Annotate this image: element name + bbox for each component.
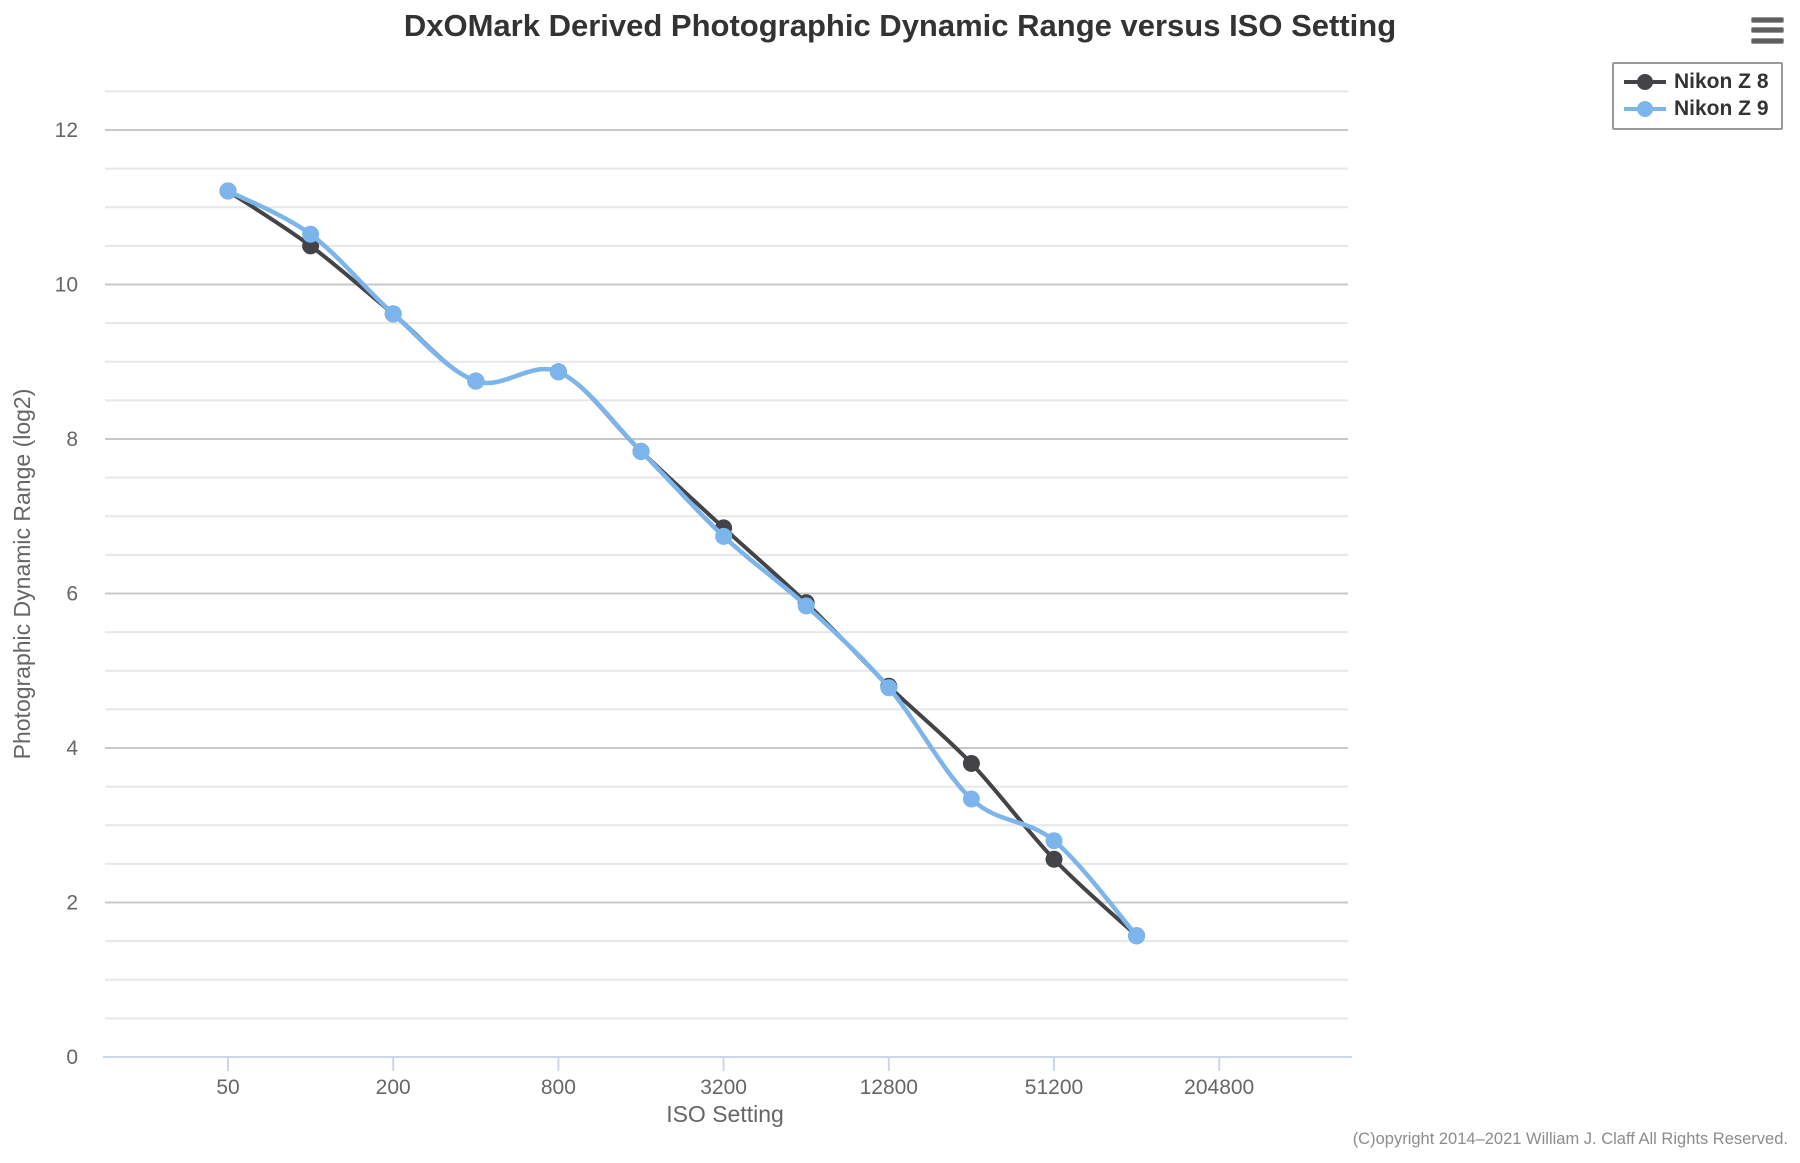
marker-nikon-z-9[interactable] bbox=[219, 182, 237, 200]
marker-nikon-z-9[interactable] bbox=[549, 363, 567, 381]
legend-line-dot-icon bbox=[1624, 73, 1666, 90]
hamburger-icon bbox=[1751, 16, 1784, 23]
marker-nikon-z-8[interactable] bbox=[1045, 850, 1063, 868]
hamburger-icon bbox=[1751, 27, 1784, 33]
x-tick-label: 51200 bbox=[1025, 1076, 1083, 1099]
marker-nikon-z-9[interactable] bbox=[715, 527, 733, 545]
chart-title: DxOMark Derived Photographic Dynamic Ran… bbox=[403, 8, 1397, 43]
x-tick-label: 50 bbox=[216, 1076, 239, 1099]
x-tick-label: 204800 bbox=[1184, 1076, 1254, 1099]
legend-label-nikon-z-9: Nikon Z 9 bbox=[1674, 96, 1769, 120]
y-tick-label: 8 bbox=[66, 428, 78, 451]
marker-nikon-z-9[interactable] bbox=[797, 597, 815, 615]
marker-nikon-z-9[interactable] bbox=[1128, 927, 1146, 945]
marker-nikon-z-9[interactable] bbox=[302, 225, 320, 243]
x-tick-label: 800 bbox=[541, 1076, 576, 1099]
legend-label-nikon-z-8: Nikon Z 8 bbox=[1674, 69, 1769, 93]
y-tick-label: 0 bbox=[66, 1046, 78, 1069]
x-tick-label: 200 bbox=[376, 1076, 411, 1099]
marker-nikon-z-9[interactable] bbox=[880, 679, 898, 697]
copyright-text: (C)opyright 2014–2021 William J. Claff A… bbox=[1352, 1130, 1788, 1148]
x-tick-label: 12800 bbox=[860, 1076, 918, 1099]
marker-nikon-z-9[interactable] bbox=[632, 442, 650, 460]
y-axis-title: Photographic Dynamic Range (log2) bbox=[9, 389, 35, 760]
y-tick-label: 10 bbox=[55, 274, 78, 297]
context-menu-button[interactable] bbox=[1751, 12, 1789, 50]
y-tick-label: 4 bbox=[66, 737, 78, 760]
series-line-nikon-z-9 bbox=[225, 188, 1139, 938]
marker-nikon-z-9[interactable] bbox=[467, 372, 485, 390]
legend-item-nikon-z-9[interactable]: Nikon Z 9 bbox=[1622, 95, 1769, 122]
series-line-nikon-z-8 bbox=[226, 189, 1139, 938]
marker-nikon-z-9[interactable] bbox=[962, 790, 980, 808]
gridlines bbox=[105, 90, 1348, 1020]
legend-line-dot-icon bbox=[1624, 100, 1666, 117]
series bbox=[219, 182, 1146, 945]
y-tick-label: 6 bbox=[66, 583, 78, 606]
x-axis-title: ISO Setting bbox=[666, 1101, 784, 1127]
x-tick-label: 3200 bbox=[700, 1076, 747, 1099]
marker-nikon-z-9[interactable] bbox=[1045, 832, 1063, 850]
y-tick-label: 2 bbox=[66, 892, 78, 915]
marker-nikon-z-8[interactable] bbox=[962, 754, 980, 772]
y-tick-label: 12 bbox=[55, 119, 78, 142]
axes: 50 200 800 3200 12800 51200 204800 0 2 4 6 8 10 12 bbox=[55, 119, 1352, 1099]
legend-item-nikon-z-8[interactable]: Nikon Z 8 bbox=[1622, 68, 1769, 95]
legend-box: Nikon Z 8 Nikon Z 9 bbox=[1612, 62, 1783, 130]
marker-nikon-z-9[interactable] bbox=[384, 305, 402, 323]
hamburger-icon bbox=[1751, 37, 1784, 44]
